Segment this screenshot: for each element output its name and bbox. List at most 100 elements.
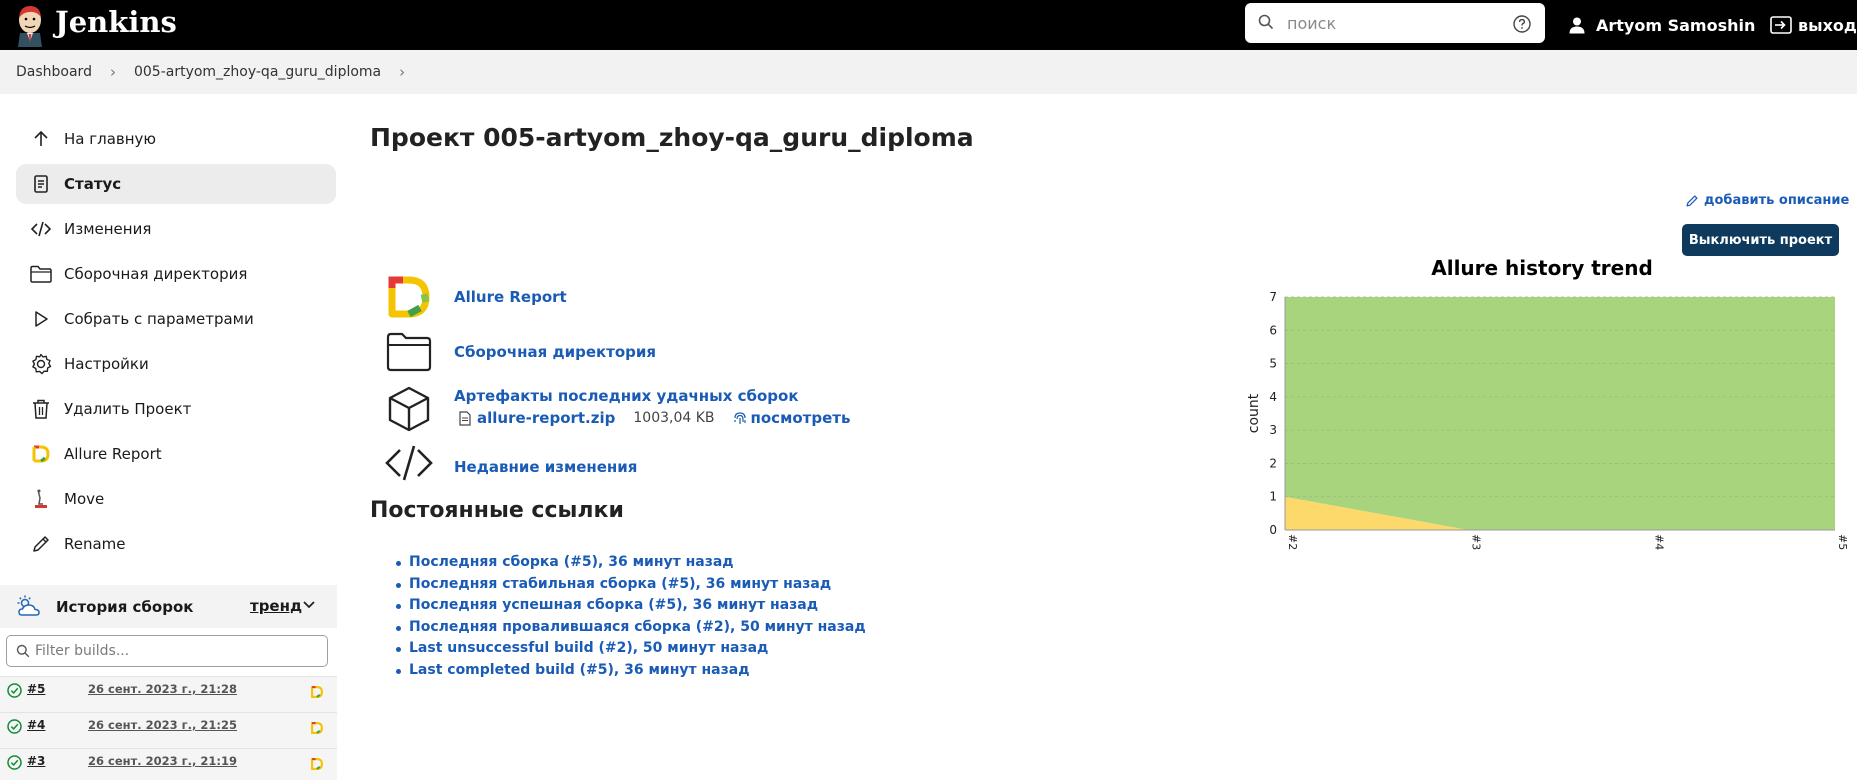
success-check-icon [7, 755, 22, 770]
build-number[interactable]: #4 [27, 718, 46, 732]
artifact-row: allure-report.zip 1003,04 KB посмотреть [459, 409, 850, 427]
allure-icon [28, 441, 54, 467]
x-tick-label: #3 [1469, 534, 1482, 550]
breadcrumb-dashboard[interactable]: Dashboard [16, 64, 92, 80]
permalink-item[interactable]: Last completed build (#5), 36 минут наза… [396, 662, 866, 684]
sidebar-item-label: Allure Report [64, 445, 162, 463]
allure-history-trend-chart[interactable]: 0 1 2 3 4 5 6 7 #2 #3 #4 #5 count [1240, 250, 1850, 570]
allure-icon[interactable] [310, 721, 324, 735]
allure-icon[interactable] [310, 685, 324, 699]
sidebar-item-label: Удалить Проект [64, 400, 192, 418]
jenkins-logo-icon[interactable] [14, 3, 46, 47]
fingerprint-icon[interactable] [733, 411, 747, 426]
success-check-icon [7, 719, 22, 734]
filter-builds-box[interactable] [6, 635, 328, 667]
allure-icon[interactable] [384, 272, 434, 322]
workspace-link[interactable]: Сборочная директория [454, 343, 657, 361]
build-date[interactable]: 26 сент. 2023 г., 21:25 [88, 718, 237, 732]
sidebar-item-label: Статус [64, 175, 122, 193]
sidebar-item-workspace[interactable]: Сборочная директория [16, 254, 336, 294]
artifact-size: 1003,04 KB [633, 410, 715, 426]
trash-icon [28, 396, 54, 422]
trend-link[interactable]: тренд [250, 597, 303, 615]
build-date[interactable]: 26 сент. 2023 г., 21:19 [88, 754, 237, 768]
artifact-file-link[interactable]: allure-report.zip [477, 409, 616, 427]
sidebar-item-label: Сборочная директория [64, 265, 248, 283]
sidebar-item-rename[interactable]: Rename [16, 524, 336, 564]
brand-name[interactable]: Jenkins [55, 5, 177, 39]
search-icon [1258, 14, 1274, 30]
artifacts-link[interactable]: Артефакты последних удачных сборок [454, 387, 799, 405]
sidebar-item-label: На главную [64, 130, 157, 148]
sidebar-item-changes[interactable]: Изменения [16, 209, 336, 249]
user-icon [1569, 17, 1585, 34]
package-icon[interactable] [384, 384, 434, 434]
permalink-item[interactable]: Последняя сборка (#5), 36 минут назад [396, 554, 866, 576]
permalink-item[interactable]: Последняя стабильная сборка (#5), 36 мин… [396, 576, 866, 598]
permalink-item[interactable]: Последняя провалившаяся сборка (#2), 50 … [396, 619, 866, 641]
search-box[interactable] [1245, 3, 1545, 43]
gear-icon [28, 351, 54, 377]
logout-button[interactable]: выход [1770, 12, 1857, 38]
sidebar-item-status[interactable]: Статус [16, 164, 336, 204]
breadcrumb: Dashboard › 005-artyom_zhoy-qa_guru_dipl… [0, 50, 1857, 94]
build-number[interactable]: #3 [27, 754, 46, 768]
chevron-down-icon[interactable] [302, 600, 316, 610]
build-number[interactable]: #5 [27, 682, 46, 696]
x-tick-label: #2 [1286, 534, 1299, 550]
weather-icon [17, 595, 40, 616]
sidebar-item-build-with-parameters[interactable]: Собрать с параметрами [16, 299, 336, 339]
allure-icon[interactable] [310, 757, 324, 771]
y-axis-label: count [1246, 393, 1262, 433]
view-fingerprint-link[interactable]: посмотреть [750, 409, 851, 427]
disable-project-button[interactable]: Выключить проект [1682, 224, 1839, 256]
chart-title: Allure history trend [1431, 256, 1653, 280]
sidebar-item-settings[interactable]: Настройки [16, 344, 336, 384]
sidebar-item-delete-project[interactable]: Удалить Проект [16, 389, 336, 429]
y-tick-label: 5 [1269, 357, 1277, 371]
build-row[interactable]: #4 26 сент. 2023 г., 21:25 [0, 712, 337, 748]
code-icon[interactable] [384, 438, 434, 488]
y-tick-label: 0 [1269, 523, 1277, 537]
y-tick-label: 4 [1269, 390, 1277, 404]
pencil-icon [28, 531, 54, 557]
filter-builds-input[interactable] [35, 639, 315, 663]
sidebar-item-home[interactable]: На главную [16, 119, 336, 159]
permalinks-list: Последняя сборка (#5), 36 минут назад По… [396, 554, 866, 684]
chevron-right-icon[interactable]: › [109, 63, 116, 81]
permalink-item[interactable]: Last unsuccessful build (#2), 50 минут н… [396, 640, 866, 662]
allure-report-link[interactable]: Allure Report [454, 288, 567, 306]
permalink-item[interactable]: Последняя успешная сборка (#5), 36 минут… [396, 597, 866, 619]
user-menu[interactable]: Artyom Samoshin [1568, 12, 1755, 38]
sidebar-item-label: Move [64, 490, 105, 508]
sidebar-item-allure-report[interactable]: Allure Report [16, 434, 336, 474]
chevron-right-icon[interactable]: › [399, 63, 406, 81]
search-input[interactable] [1287, 7, 1497, 39]
sidebar-item-label: Rename [64, 535, 126, 553]
y-tick-label: 2 [1269, 456, 1277, 470]
help-icon[interactable] [1513, 15, 1531, 33]
document-icon [28, 171, 54, 197]
user-name: Artyom Samoshin [1596, 15, 1756, 35]
add-description-link[interactable]: добавить описание [1685, 193, 1849, 208]
arrow-up-icon [28, 126, 54, 152]
add-description-label: добавить описание [1704, 193, 1850, 208]
build-row[interactable]: #5 26 сент. 2023 г., 21:28 [0, 676, 337, 712]
y-tick-label: 3 [1269, 423, 1277, 437]
move-icon [28, 486, 54, 512]
sidebar-item-move[interactable]: Move [16, 479, 336, 519]
breadcrumb-project[interactable]: 005-artyom_zhoy-qa_guru_diploma [133, 64, 382, 80]
logout-label: выход [1798, 15, 1857, 35]
build-row[interactable]: #3 26 сент. 2023 г., 21:19 [0, 748, 337, 780]
build-date[interactable]: 26 сент. 2023 г., 21:28 [88, 682, 237, 696]
series-area-0 [1285, 496, 1835, 530]
build-history-header: История сборок тренд [0, 585, 337, 628]
series-area-1 [1285, 297, 1835, 530]
folder-icon[interactable] [384, 327, 434, 377]
success-check-icon [7, 683, 22, 698]
recent-changes-link[interactable]: Недавние изменения [454, 458, 638, 476]
x-tick-label: #5 [1836, 534, 1849, 550]
x-tick-label: #4 [1653, 534, 1666, 550]
folder-icon [28, 261, 54, 287]
y-tick-label: 6 [1269, 323, 1277, 337]
